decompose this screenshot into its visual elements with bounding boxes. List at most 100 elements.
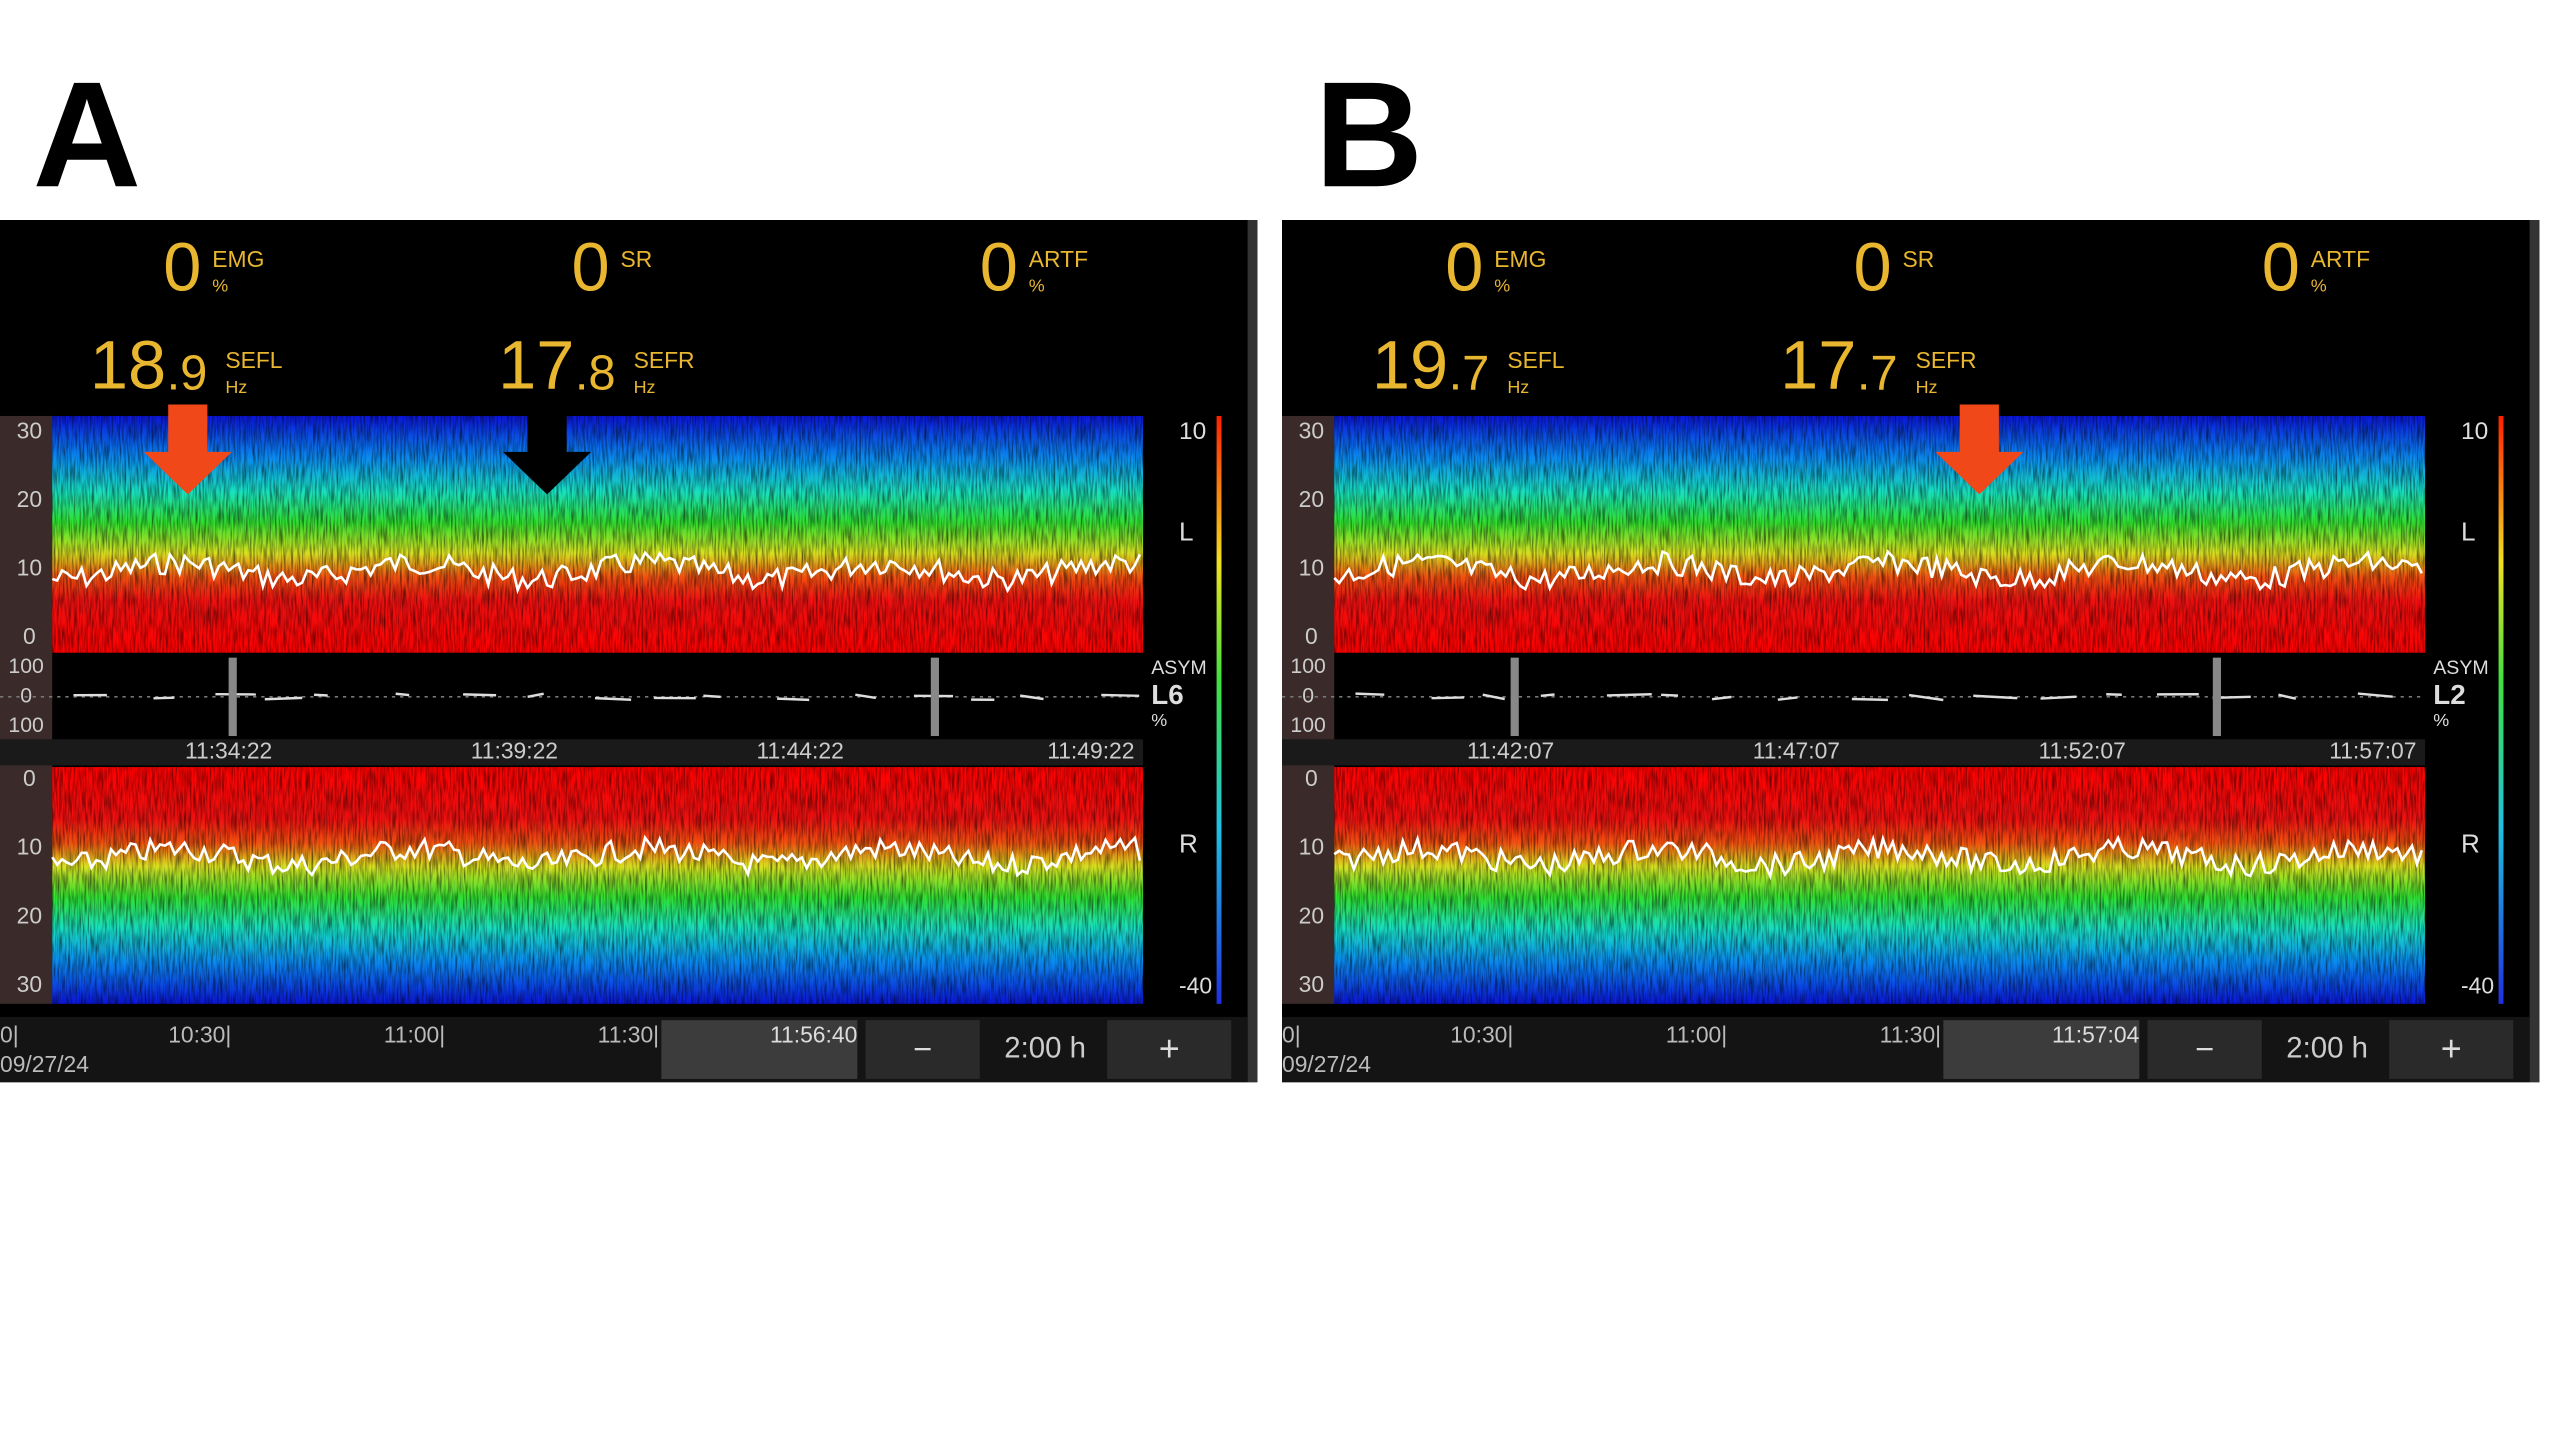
readout-unit: % xyxy=(1494,276,1510,296)
y-axis-label: 0 xyxy=(23,623,36,649)
color-scale xyxy=(1216,415,1222,1004)
timeline-tick: 11:00| xyxy=(1666,1022,1727,1048)
y-axis-label: 30 xyxy=(17,417,42,443)
scale-label: -40 xyxy=(1179,973,1212,999)
asym-trace xyxy=(1851,697,1888,702)
sef-trace xyxy=(51,550,1142,595)
zoom-in-button[interactable] xyxy=(1107,1020,1232,1079)
panel-label: B xyxy=(1315,50,1423,218)
sef-trace xyxy=(1333,834,2424,881)
sef-whole: 19 xyxy=(1372,326,1448,403)
asym-axis-label: 0 xyxy=(1302,684,1314,707)
y-axis-label: 20 xyxy=(1299,486,1324,512)
screen-edge xyxy=(2529,220,2540,1083)
zoom-in-button[interactable] xyxy=(2389,1020,2514,1079)
time-label: 11:34:22 xyxy=(185,737,272,763)
scale-label: % xyxy=(2433,710,2449,730)
time-row xyxy=(1282,739,2426,766)
y-axis-label: 30 xyxy=(1299,417,1324,443)
asym-axis-label: 100 xyxy=(8,714,43,737)
scale-label: 10 xyxy=(1179,418,1206,445)
zoom-in-label[interactable]: + xyxy=(1159,1028,1180,1069)
sef-fraction: .7 xyxy=(1857,347,1898,401)
scale-label: L2 xyxy=(2433,679,2465,710)
scale-label: % xyxy=(1151,710,1167,730)
scale-label: R xyxy=(1179,828,1198,858)
readout-unit: % xyxy=(2311,276,2327,296)
event-marker xyxy=(2212,657,2221,737)
scale-label: 10 xyxy=(2461,418,2488,445)
asym-trace xyxy=(1019,694,1044,701)
asym-trace xyxy=(1711,695,1732,701)
readout-value: 0 xyxy=(1445,228,1483,305)
timeline-date: 09/27/24 xyxy=(0,1051,89,1077)
time-label: 11:57:07 xyxy=(2329,737,2416,763)
y-axis-label: 10 xyxy=(17,554,42,580)
zoom-out-label[interactable]: − xyxy=(2195,1030,2214,1067)
readout-value: 0 xyxy=(2262,228,2300,305)
screen-edge xyxy=(1247,220,1258,1083)
timeline-bar xyxy=(0,1016,1248,1083)
sef-whole: 18 xyxy=(90,326,166,403)
y-axis-label: 20 xyxy=(17,486,42,512)
timeline-tick: 11:30| xyxy=(1880,1022,1941,1048)
sef-name: SEFR xyxy=(1916,347,1977,373)
time-label: 11:39:22 xyxy=(471,737,558,763)
scale-label: -40 xyxy=(2461,973,2494,999)
event-marker xyxy=(228,657,237,737)
zoom-out-button[interactable] xyxy=(2147,1020,2262,1079)
spectrogram-texture xyxy=(1334,767,2426,1004)
asym-trace xyxy=(1540,693,1555,698)
spectrogram-texture xyxy=(1334,415,2426,653)
timeline-current: 11:57:04 xyxy=(2052,1022,2140,1048)
asym-trace xyxy=(527,692,544,699)
asym-trace xyxy=(1661,693,1679,697)
y-axis-label: 10 xyxy=(1299,834,1324,860)
y-axis-label: 10 xyxy=(1299,554,1324,580)
asym-trace xyxy=(1355,692,1385,696)
readout-name: ARTF xyxy=(1029,246,1088,272)
sef-fraction: .9 xyxy=(167,347,208,401)
zoom-out-button[interactable] xyxy=(865,1020,980,1079)
y-axis-label: 10 xyxy=(17,834,42,860)
asym-axis-label: 100 xyxy=(1290,714,1325,737)
scale-label: L6 xyxy=(1151,679,1183,710)
event-marker xyxy=(930,657,939,737)
annotation-arrow xyxy=(143,404,232,495)
sef-trace xyxy=(1333,549,2423,592)
asym-trace xyxy=(1777,696,1798,701)
panel-label: A xyxy=(33,50,141,218)
zoom-in-label[interactable]: + xyxy=(2441,1028,2462,1069)
sef-unit: Hz xyxy=(1916,377,1938,397)
asym-axis-label: 0 xyxy=(20,684,32,707)
readout-name: ARTF xyxy=(2311,246,2370,272)
asym-trace xyxy=(153,696,175,700)
spectrogram-texture xyxy=(52,415,1144,653)
zoom-out-label[interactable]: − xyxy=(913,1030,932,1067)
timeline-tick: 10:30| xyxy=(168,1022,231,1048)
y-axis-label: 20 xyxy=(1299,902,1324,928)
sef-fraction: .7 xyxy=(1449,347,1490,401)
annotation-arrow xyxy=(1935,404,2024,495)
sef-name: SEFL xyxy=(225,347,282,373)
sef-whole: 17 xyxy=(1780,326,1856,403)
time-label: 11:47:07 xyxy=(1753,737,1840,763)
timeline-tick: 0| xyxy=(1282,1022,1301,1048)
asym-trace xyxy=(463,693,497,697)
sef-name: SEFR xyxy=(634,347,695,373)
asym-trace xyxy=(2040,695,2077,700)
timeline-tick: 11:00| xyxy=(384,1022,445,1048)
timeline-tick: 0| xyxy=(0,1022,19,1048)
timeline-current: 11:56:40 xyxy=(770,1022,857,1048)
asym-trace xyxy=(1973,694,2018,700)
sef-trace xyxy=(51,834,1142,878)
annotation-arrow xyxy=(502,404,592,495)
scale-label: R xyxy=(2461,828,2480,858)
y-axis-label: 20 xyxy=(17,902,42,928)
zoom-level: 2:00 h xyxy=(2286,1031,2368,1064)
y-axis-label: 0 xyxy=(1305,765,1318,791)
time-label: 11:52:07 xyxy=(2039,737,2126,763)
asym-axis-label: 100 xyxy=(8,655,43,678)
axis-shade xyxy=(0,415,53,1004)
